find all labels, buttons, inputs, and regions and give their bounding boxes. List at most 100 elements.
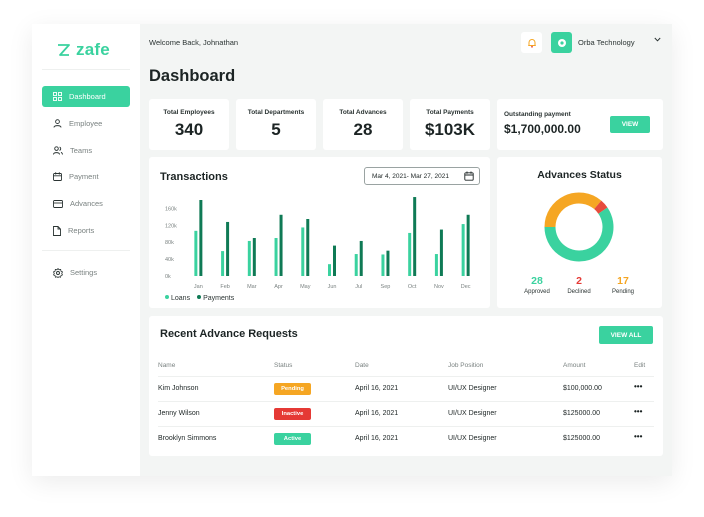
bar-loans — [328, 264, 331, 276]
company-name: Orba Technology — [578, 38, 635, 47]
company-switcher[interactable]: Orba Technology — [551, 32, 635, 53]
stat-value: $103K — [424, 120, 476, 139]
row-name: Kim Johnson — [158, 385, 199, 392]
sidebar-item-label: Employee — [69, 119, 103, 128]
row-amount: $125000.00 — [563, 410, 600, 417]
stat-label: Total Departments — [247, 109, 305, 116]
bar-loans — [461, 224, 465, 276]
more-options-icon[interactable]: ••• — [634, 432, 643, 441]
sidebar-item-settings[interactable]: Settings — [42, 262, 130, 283]
bar-loans — [274, 238, 278, 276]
bar-payments — [333, 245, 336, 276]
row-divider — [158, 376, 654, 377]
y-tick-label: 40k — [165, 257, 174, 263]
outstanding-payment-card: Outstanding payment $1,700,000.00 VIEW — [497, 99, 663, 150]
x-tick-label: Sep — [381, 284, 391, 290]
bar-loans — [381, 254, 385, 276]
zafe-logo-icon — [58, 43, 71, 56]
notification-button[interactable] — [521, 32, 542, 53]
y-tick-label: 0k — [165, 274, 171, 280]
advances-donut-chart — [544, 192, 614, 262]
bar-payments — [252, 238, 256, 276]
x-tick-label: May — [300, 284, 311, 290]
company-logo — [551, 32, 572, 53]
approved-label: Approved — [524, 289, 550, 295]
table-row[interactable]: Kim Johnson Pending April 16, 2021 UI/UX… — [149, 376, 663, 401]
calendar-icon — [53, 172, 62, 181]
view-all-button[interactable]: VIEW ALL — [599, 326, 653, 344]
bar-payments — [386, 250, 390, 276]
status-badge: Pending — [274, 383, 311, 395]
transactions-title: Transactions — [160, 171, 228, 183]
x-tick-label: Nov — [434, 284, 444, 290]
sidebar-item-label: Teams — [70, 146, 93, 155]
sidebar-item-reports[interactable]: Reports — [42, 220, 130, 241]
y-tick-label: 160k — [165, 206, 177, 212]
outstanding-label: Outstanding payment — [504, 111, 571, 118]
more-options-icon[interactable]: ••• — [634, 382, 643, 391]
bar-payments — [226, 221, 230, 276]
bar-loans — [354, 254, 358, 276]
bar-payments — [439, 229, 443, 276]
declined-count: 2 — [576, 275, 582, 287]
row-position: UI/UX Designer — [448, 410, 497, 417]
column-header-amount: Amount — [563, 362, 586, 369]
bar-loans — [301, 227, 305, 276]
date-range-text: Mar 4, 2021- Mar 27, 2021 — [372, 172, 449, 180]
x-tick-label: Oct — [408, 284, 417, 290]
sidebar-item-advances[interactable]: Advances — [42, 193, 130, 214]
stat-label: Total Payments — [426, 109, 474, 116]
grid-icon — [53, 92, 62, 101]
x-tick-label: Jul — [355, 284, 362, 290]
row-amount: $125000.00 — [563, 435, 600, 442]
view-button[interactable]: VIEW — [610, 116, 650, 133]
more-options-icon[interactable]: ••• — [634, 407, 643, 416]
table-row[interactable]: Brooklyn Simmons Active April 16, 2021 U… — [149, 426, 663, 451]
chevron-down-icon[interactable] — [654, 37, 661, 42]
recent-requests-card: Recent Advance Requests VIEW ALL Name St… — [149, 316, 663, 456]
sidebar-item-payment[interactable]: Payment — [42, 166, 130, 187]
status-badge: Active — [274, 433, 311, 445]
transactions-bar-chart: 160k 120k 80k 40k 0k Jan Feb Mar Apr May Jun Jul Sep… — [165, 197, 471, 290]
sidebar-item-employee[interactable]: Employee — [42, 113, 130, 134]
bar-loans — [434, 254, 438, 276]
declined-label: Declined — [567, 289, 591, 295]
bar-payments — [199, 200, 203, 276]
gear-icon — [53, 267, 63, 278]
donut-slice-pending — [544, 192, 602, 228]
sidebar-item-label: Payment — [69, 172, 99, 181]
stat-value: 340 — [174, 120, 204, 139]
brand-logo[interactable]: zafe — [56, 40, 110, 60]
bell-icon — [527, 38, 536, 48]
row-amount: $100,000.00 — [563, 385, 602, 392]
declined-stat: 2 Declined — [560, 275, 598, 295]
transactions-card: Transactions Mar 4, 2021- Mar 27, 2021 1… — [149, 157, 490, 308]
row-position: UI/UX Designer — [448, 435, 497, 442]
legend-item-loans: Loans — [165, 295, 190, 302]
pending-count: 17 — [617, 275, 629, 287]
bar-payments — [466, 214, 470, 276]
calendar-icon — [464, 171, 474, 181]
stat-label: Total Advances — [339, 109, 387, 116]
row-name: Jenny Wilson — [158, 410, 200, 417]
welcome-text: Welcome Back, Johnathan — [149, 38, 239, 47]
sidebar-item-teams[interactable]: Teams — [42, 140, 130, 161]
main-content: Welcome Back, Johnathan Orba Technology … — [140, 24, 672, 476]
x-tick-label: Mar — [247, 284, 257, 290]
row-name: Brooklyn Simmons — [158, 435, 217, 442]
table-row[interactable]: Jenny Wilson Inactive April 16, 2021 UI/… — [149, 401, 663, 426]
bar-loans — [408, 232, 412, 276]
row-divider — [158, 401, 654, 402]
approved-stat: 28 Approved — [519, 275, 555, 295]
card-icon — [53, 199, 63, 208]
sidebar-item-label: Settings — [70, 268, 98, 277]
row-divider — [158, 426, 654, 427]
advances-status-title: Advances Status — [537, 169, 622, 181]
recent-requests-title: Recent Advance Requests — [160, 328, 298, 340]
date-range-picker[interactable]: Mar 4, 2021- Mar 27, 2021 — [364, 167, 480, 185]
stat-label: Total Employees — [163, 109, 215, 116]
sidebar-item-dashboard[interactable]: Dashboard — [42, 86, 130, 107]
y-tick-label: 80k — [165, 240, 174, 246]
sidebar-item-label: Advances — [70, 199, 103, 208]
x-tick-label: Jun — [328, 284, 337, 290]
